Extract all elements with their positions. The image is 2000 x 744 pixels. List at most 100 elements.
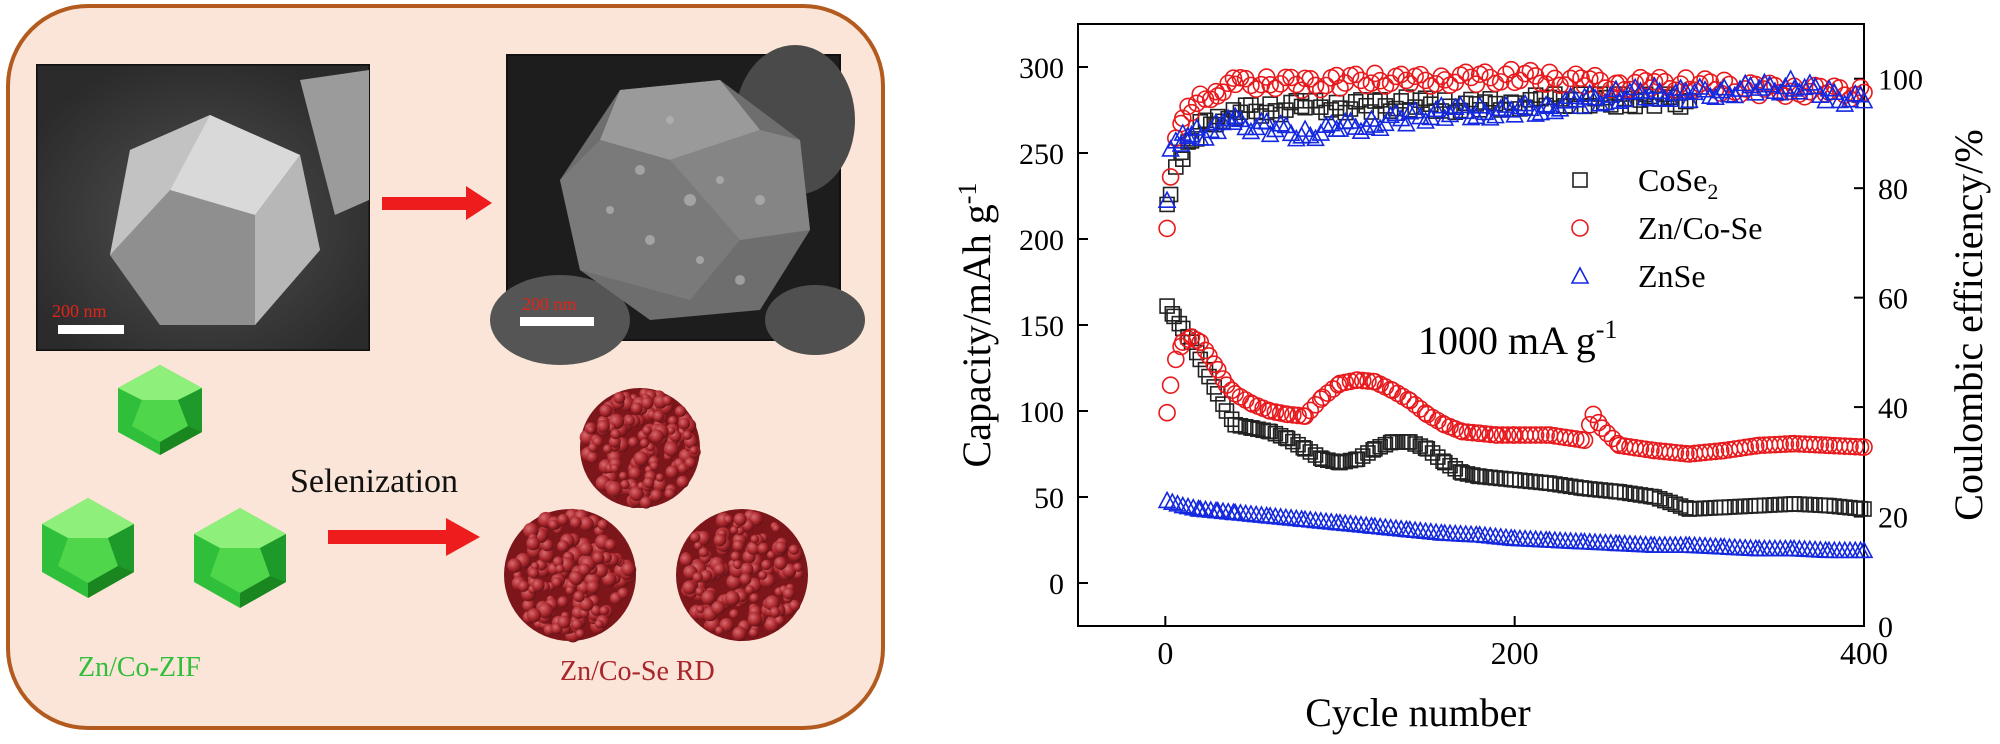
data-point: [1702, 500, 1719, 516]
data-point: [1208, 87, 1227, 105]
data-point: [1608, 483, 1624, 500]
data-point: [1411, 65, 1430, 84]
data-point: [1487, 470, 1504, 486]
data-point: [1598, 424, 1617, 443]
x-tick-label: 0: [1157, 635, 1173, 671]
y2-tick-label: 100: [1878, 64, 1923, 97]
y-tick-label: 250: [1019, 138, 1064, 171]
data-point: [1382, 103, 1399, 119]
data-point: [1272, 106, 1289, 123]
zif-crystals: [42, 365, 286, 608]
data-point: [1817, 497, 1834, 514]
data-point: [1359, 372, 1377, 390]
data-point: [1332, 100, 1348, 116]
data-point: [1377, 98, 1394, 114]
data-point: [1261, 75, 1279, 94]
data-point: [1737, 498, 1754, 515]
data-point: [1751, 497, 1767, 514]
data-point: [1671, 78, 1690, 96]
rd-particle: [504, 508, 637, 643]
data-point: [1767, 497, 1783, 513]
data-point: [1650, 81, 1669, 100]
data-point: [1512, 472, 1528, 489]
data-point: [1271, 114, 1290, 132]
data-point: [1802, 496, 1818, 513]
data-point: [1589, 413, 1608, 432]
data-point: [1214, 83, 1232, 102]
data-point: [1491, 98, 1511, 117]
data-point: [1561, 69, 1580, 88]
rd-particle: [676, 509, 808, 642]
data-point: [1407, 436, 1423, 452]
data-point: [1244, 420, 1261, 437]
data-point: [1492, 470, 1509, 487]
data-point: [1300, 125, 1320, 144]
current-density-annotation: 1000 mA g-1: [1418, 315, 1617, 363]
sem-image-precursor: 200 nm: [36, 64, 370, 351]
data-point: [1301, 401, 1320, 420]
data-point: [1162, 492, 1182, 510]
data-point: [1712, 499, 1729, 516]
data-point: [1168, 494, 1187, 512]
data-point: [1796, 496, 1813, 513]
y2-tick-label: 0: [1878, 611, 1893, 644]
legend-label: ZnSe: [1638, 258, 1706, 294]
data-point: [1571, 96, 1591, 114]
data-point: [1601, 85, 1621, 103]
data-point: [1458, 423, 1477, 441]
data-point: [1178, 496, 1198, 515]
data-point: [1854, 540, 1874, 559]
data-point: [1747, 497, 1764, 514]
data-point: [1735, 73, 1755, 92]
data-point: [1424, 445, 1441, 461]
data-point: [1714, 77, 1734, 96]
data-point: [1436, 71, 1454, 89]
data-point: [1651, 491, 1668, 507]
data-point: [1742, 498, 1759, 514]
data-point: [1426, 99, 1446, 118]
data-point: [1855, 438, 1873, 456]
data-point: [1503, 471, 1519, 488]
data-point: [1476, 63, 1494, 81]
data-point: [1293, 98, 1310, 115]
data-point: [1227, 416, 1243, 433]
data-point: [1157, 190, 1177, 209]
chart-legend: CoSe2 Zn/Co-Se ZnSe: [1570, 162, 1762, 294]
data-point: [1222, 381, 1241, 400]
data-point: [1811, 436, 1830, 454]
data-point: [1846, 437, 1865, 456]
data-point: [1593, 419, 1611, 438]
data-point: [1431, 95, 1451, 114]
data-point: [1726, 499, 1743, 515]
data-point: [1182, 103, 1201, 122]
data-point: [1276, 115, 1296, 134]
data-point: [1196, 341, 1215, 360]
data-point: [1400, 101, 1420, 120]
data-point: [1224, 112, 1243, 130]
data-point: [1351, 121, 1371, 139]
data-point: [1666, 443, 1685, 462]
data-point: [1267, 425, 1284, 442]
sem-left-scale-label: 200 nm: [52, 301, 107, 321]
data-point: [1755, 72, 1774, 91]
data-point: [1706, 442, 1725, 461]
data-point: [1461, 107, 1481, 126]
data-point: [1482, 91, 1499, 107]
data-point: [1267, 103, 1284, 119]
data-point: [1159, 196, 1175, 213]
data-point: [1296, 407, 1314, 425]
data-point: [1721, 499, 1738, 515]
data-point: [1580, 415, 1599, 434]
y-tick-label: 300: [1019, 52, 1064, 85]
precursor-label: Zn/Co-ZIF: [78, 652, 201, 683]
data-point: [1777, 496, 1794, 513]
data-point: [1736, 438, 1755, 457]
data-point: [1597, 482, 1614, 499]
data-point: [1161, 376, 1180, 395]
data-point: [1608, 434, 1627, 453]
data-point: [1537, 75, 1555, 93]
legend-label: Zn/Co-Se: [1638, 210, 1762, 246]
data-point: [1182, 328, 1201, 346]
data-point: [1437, 92, 1453, 108]
